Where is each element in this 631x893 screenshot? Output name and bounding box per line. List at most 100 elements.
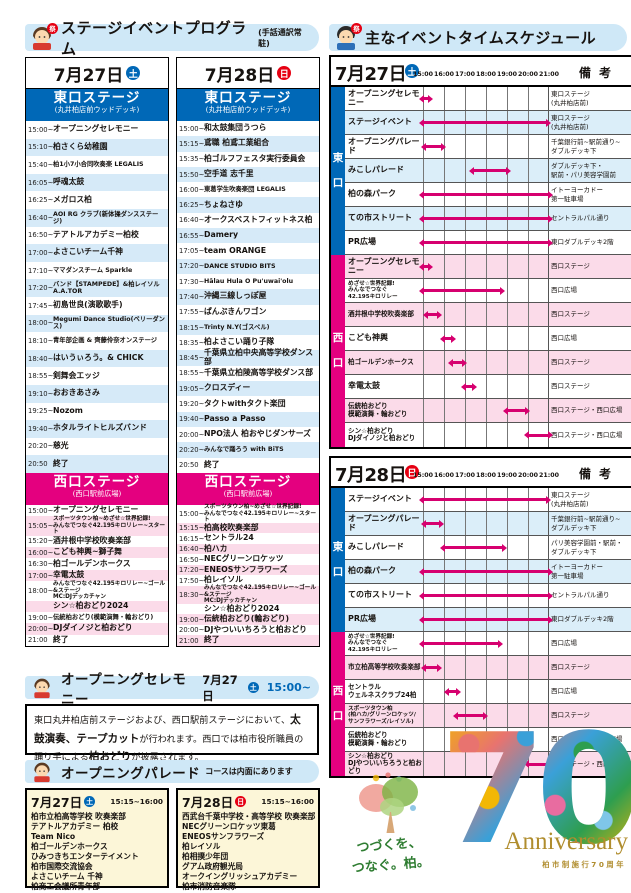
item-time: 19:00~ [179,615,205,624]
item-time: 19:00~ [28,613,54,622]
schedule-row: シン☆柏おどり DJダイノジと柏おどり 西口ステージ・西口広場 [331,423,631,447]
parade-title: オープニングパレード [61,765,201,782]
parade-entry: ENEOSサンフラワーズ [182,832,265,841]
item-time: 17:10~ [28,266,54,275]
item-name: はいうぃろう。& CHICK [53,353,144,363]
schedule-tables: 7月27日土 15:00 16:00 17:00 18:00 19:00 20:00 21:0… [329,55,631,785]
item-name: Nozom [53,405,83,415]
item-time: 17:20~ [179,262,205,271]
item-time: 19:40~ [179,415,205,424]
stage-subtitle: (丸井柏店前ウッドデッキ) [54,104,140,114]
item-time: 18:40~ [28,354,54,363]
parade-entry: よさこいチーム 千神 [31,872,103,881]
program-note: (手話通訳常駐) [258,27,302,48]
event-time-bar [419,286,505,295]
time-tick-label: 21:00 [538,71,560,78]
day-badge: 日 [277,66,292,80]
event-name: 伝統柏おどり 模範演舞・輪おどり [348,731,408,747]
time-grid [421,135,549,158]
item-time: 17:20~ [179,566,205,575]
item-name: ENEOSサンフラワーズ [204,564,288,574]
stage-title: 東口ステージ [204,90,292,106]
schedule-row: みこしパレード ダブルデッキ下・ 駅前・パリ美容学園前 [331,159,631,183]
schedule-header-row: 7月28日日 15:00 16:00 17:00 18:00 19:00 20:00 21:0… [331,458,631,488]
item-time: 19:20~ [179,399,205,408]
east-group-label: 東 口 [331,87,345,255]
item-time: 15:40~ [28,160,54,169]
event-name: めざせ☆世界記録! みんなでつなぐ 42.195キロリレー [348,281,398,300]
item-time: 18:30~ [179,590,205,599]
city-tree-logo: つづくを、 つなぐ。柏。 [334,772,446,876]
program-item: 17:45~ 初島世良(演歌歌手) [26,297,168,315]
program-item: 15:15~ 鳶職 柏鳶工業組合 [177,136,319,152]
anniversary-subtitle: 柏市制施行70周年 [542,860,626,869]
item-time: 18:15~ [179,323,205,332]
program-item: 17:20~ DANCE STUDIO BITS [177,258,319,274]
time-tick-label: 17:00 [454,472,476,479]
program-date-header: 7月28日日 [177,58,319,89]
event-remark: 西口広場 [551,687,577,696]
event-remark: セントラルパル通り [551,214,610,223]
program-date: 7月28日 [204,65,275,86]
item-name: team ORANGE [204,245,267,255]
program-item: 18:55~ 千葉県立柏陵高等学校ダンス部 [177,366,319,381]
time-grid [423,351,549,374]
program-item: 19:10~ おおきあさみ [26,384,168,403]
time-grid [419,584,553,607]
parade-day-box: 7月28日日 15:15~16:00 西武台千葉中学校・高等学校 吹奏楽部 NECグリ… [176,788,320,891]
event-time-bar [419,567,553,576]
stage-subtitle: (西口駅前広場) [223,488,273,498]
item-name: 柏レイソル [204,575,243,585]
event-time-bar [448,358,467,367]
item-time: 16:00~ [179,185,205,194]
ceremony-text-segment: が行われます。西口では柏市役所職員の踊り手による [34,733,304,764]
time-grid [419,608,553,631]
item-name: みんなでつなぐ42.195キロリレー~ゴール&ステージ MC:DJデッカチャン [204,585,317,605]
program-item: 17:20~ ENEOSサンフラワーズ [177,565,319,576]
time-tick-label: 18:00 [475,71,497,78]
item-time: 17:50~ [179,576,205,585]
program-item: 18:35~ 柏よさこい踊り子隊 [177,335,319,350]
parade-day-box: 7月27日土 15:15~16:00 柏市立柏高等学校 吹奏楽部 テアトルアカデミー … [25,788,169,891]
schedule-row: 柏ゴールデンホークス 西口ステージ [331,351,631,375]
program-item: 19:05~ クロスディー [177,381,319,397]
item-name: 青年部企画 & 齊藤伶奈オンステージ [53,337,158,345]
item-time: 20:50 [179,461,199,470]
item-name: 空手道 志千里 [204,169,254,179]
anniversary-label: Anniversary [504,828,628,855]
item-time: 15:20~ [28,537,54,546]
stage-subtitle: (丸井柏店前ウッドデッキ) [205,104,291,114]
east-stage-band: 東口ステージ (丸井柏店前ウッドデッキ) [26,89,168,121]
program-item: 19:25~ Nozom [26,403,168,421]
time-tick-label: 17:00 [454,71,476,78]
schedule-row: ステージイベント 東口ステージ (丸井柏店前) [331,111,631,135]
program-item: 16:50~ NECグリーンロケッツ [177,554,319,565]
program-item: 16:25~ ちょねさゆ [177,197,319,213]
item-time: 17:05~ [179,247,205,256]
event-time-bar [503,406,530,415]
program-item: 20:50 終了 [177,458,319,473]
program-item: 18:00~ みんなでつなぐ42.195キロリレー~ゴール&ステージ MC:DJデ… [26,581,168,600]
program-item: 19:00~ 伝統柏おどり(模範演舞・輪おどり) [26,612,168,623]
time-grid [418,87,549,110]
item-name: スポーツタウン柏~めざせ☆世界記録! みんなでつなぐ42.195キロリレー~スタ… [53,516,166,536]
program-columns: 7月27日土東口ステージ (丸井柏店前ウッドデッキ) 15:00~ オープニングセレモ… [25,57,320,647]
event-remark: 西口広場 [551,639,577,648]
program-item: 17:00~ 幸電太鼓 [26,569,168,582]
schedule-body: ステージイベント 東口ステージ (丸井柏店前) オープニングパレード 千葉銀行前~駅前… [331,488,631,776]
item-name: Hālau Hula O Pu'uwai'olu [204,278,294,285]
item-name: タクトwithタクト楽団 [204,398,286,408]
item-name: Trinty N.Y(ゴスペル) [204,323,270,331]
item-name: Megumi Dance Studio(ベリーダンス) [53,316,165,331]
time-grid [418,255,549,278]
program-item: 21:00 終了 [26,635,168,646]
item-name: 柏よさこい踊り子隊 [204,337,275,347]
item-name: 呼魂太鼓 [53,177,85,187]
event-name: 伝統柏おどり 模範演舞・輪おどり [348,402,408,418]
program-item: 18:45~ 千葉県立柏中央高等学校ダンス部 [177,348,319,366]
program-item: 16:25~ メガロス柏 [26,191,168,209]
program-item: 15:35~ 柏ゴルフフェスタ実行委員会 [177,152,319,167]
time-grid [423,159,549,182]
schedule-row: みこしパレード パリ美容学園前・駅前・ ダブルデッキ下 [331,536,631,560]
day-badge: 日 [235,796,247,807]
